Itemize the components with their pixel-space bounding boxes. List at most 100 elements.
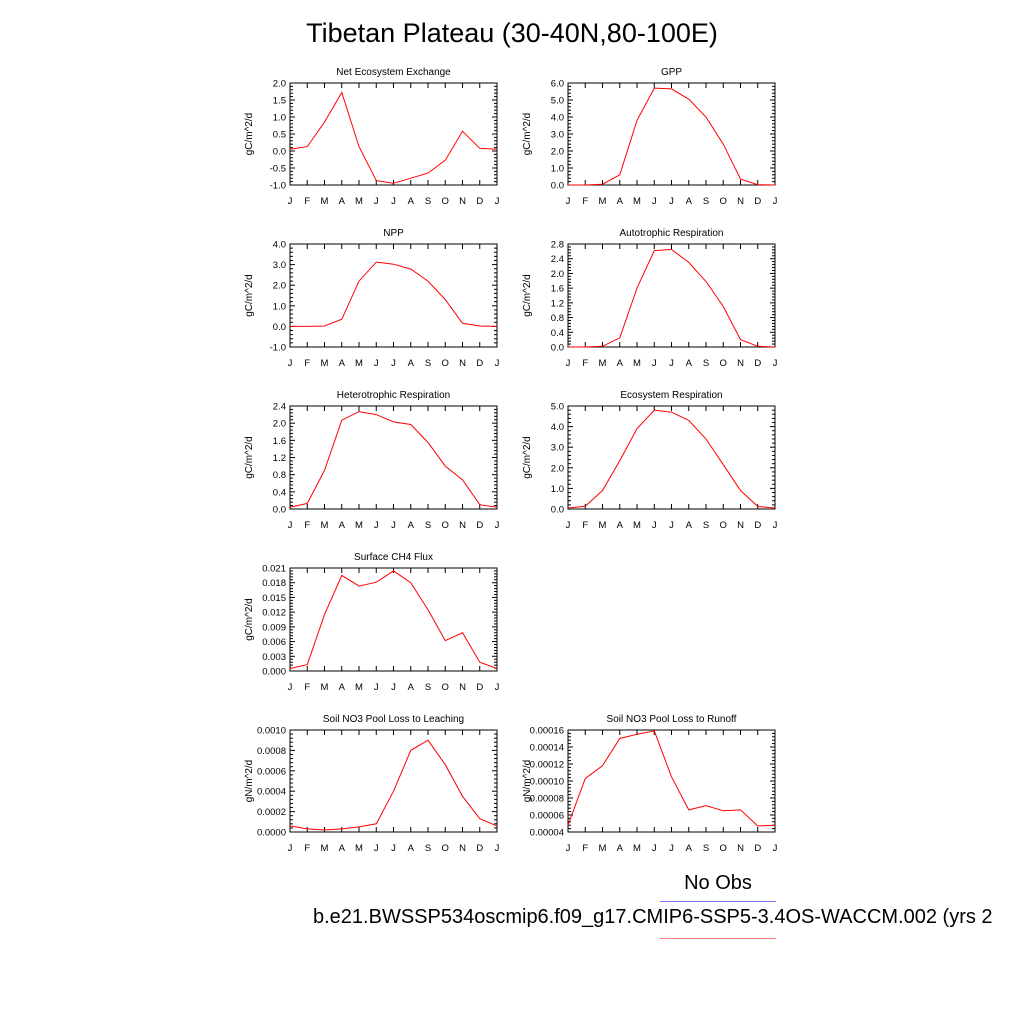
- x-tick-label: S: [425, 682, 431, 693]
- x-tick-label: O: [442, 682, 449, 693]
- y-tick-label: 4.0: [551, 422, 564, 433]
- x-tick-label: J: [652, 843, 657, 854]
- series-line: [289, 91, 498, 184]
- y-tick-label: 0.5: [273, 130, 286, 141]
- x-tick-label: J: [374, 196, 379, 207]
- panel-title: Ecosystem Respiration: [620, 390, 722, 401]
- y-tick-label: 1.5: [273, 96, 286, 107]
- y-tick-label: 1.6: [273, 436, 286, 447]
- x-tick-label: J: [495, 520, 500, 531]
- y-tick-label: 0.00014: [530, 743, 564, 754]
- x-tick-label: A: [339, 358, 346, 369]
- x-tick-label: A: [339, 196, 346, 207]
- x-tick-label: A: [408, 843, 415, 854]
- x-tick-label: N: [459, 196, 466, 207]
- x-tick-label: S: [703, 843, 709, 854]
- chart-panel-5: Ecosystem Respiration gC/m^2/d 0.0 1.0 2.0 3.…: [522, 390, 778, 531]
- x-tick-label: O: [442, 520, 449, 531]
- y-tick-label: 1.6: [551, 284, 564, 295]
- y-tick-label: 0.0: [273, 147, 286, 158]
- y-tick-label: 0.0: [551, 505, 564, 516]
- x-tick-label: A: [339, 682, 346, 693]
- y-tick-label: 2.8: [551, 240, 564, 251]
- x-tick-label: A: [686, 843, 693, 854]
- y-tick-label: -1.0: [270, 181, 286, 192]
- y-tick-label: 3.0: [551, 130, 564, 141]
- y-axis-label: gC/m^2/d: [522, 436, 533, 479]
- y-axis-label: gC/m^2/d: [522, 113, 533, 156]
- x-tick-label: F: [304, 196, 310, 207]
- x-tick-label: J: [669, 843, 674, 854]
- x-tick-label: A: [686, 358, 693, 369]
- y-axis-label: gC/m^2/d: [244, 598, 255, 641]
- y-tick-label: 0.012: [262, 608, 286, 619]
- y-tick-label: 4.0: [273, 240, 286, 251]
- x-tick-label: M: [633, 520, 641, 531]
- x-tick-label: J: [773, 358, 778, 369]
- x-tick-label: M: [321, 358, 329, 369]
- y-tick-label: 3.0: [273, 260, 286, 271]
- x-tick-label: J: [652, 358, 657, 369]
- panel-title: GPP: [661, 67, 682, 78]
- chart-panel-8: Soil NO3 Pool Loss to RunoffgN/m^2/d0.00…: [522, 714, 778, 854]
- series-line: [568, 248, 776, 348]
- plot-frame: [289, 567, 498, 672]
- x-tick-label: J: [652, 520, 657, 531]
- x-tick-label: F: [582, 843, 588, 854]
- x-tick-label: M: [599, 843, 607, 854]
- x-tick-label: J: [566, 196, 571, 207]
- y-tick-label: 0.009: [262, 622, 286, 633]
- y-tick-label: 5.0: [551, 96, 564, 107]
- y-tick-label: -0.5: [270, 164, 286, 175]
- plot-frame: [289, 243, 498, 348]
- series-line: [289, 411, 498, 508]
- x-tick-label: N: [737, 196, 744, 207]
- panel-title: Heterotrophic Respiration: [337, 390, 450, 401]
- x-tick-label: O: [720, 358, 727, 369]
- page-title: Tibetan Plateau (30-40N,80-100E): [306, 18, 718, 48]
- x-tick-label: O: [720, 520, 727, 531]
- x-tick-label: D: [476, 682, 483, 693]
- x-tick-label: M: [355, 843, 363, 854]
- x-tick-label: N: [737, 358, 744, 369]
- x-tick-label: J: [288, 196, 293, 207]
- x-tick-label: J: [288, 682, 293, 693]
- y-tick-label: 0.006: [262, 637, 286, 648]
- y-tick-label: 4.0: [551, 113, 564, 124]
- x-tick-label: A: [339, 520, 346, 531]
- chart-panel-7: Soil NO3 Pool Loss to LeachinggN/m^2/d0.…: [244, 714, 500, 854]
- x-tick-label: N: [459, 358, 466, 369]
- x-tick-label: A: [617, 358, 624, 369]
- series-line: [568, 87, 776, 186]
- x-tick-label: S: [703, 358, 709, 369]
- y-axis-label: gN/m^2/d: [522, 760, 533, 803]
- x-tick-label: J: [288, 520, 293, 531]
- series-line: [567, 409, 776, 509]
- x-tick-label: N: [459, 843, 466, 854]
- y-tick-label: 1.0: [551, 164, 564, 175]
- x-tick-label: J: [495, 682, 500, 693]
- x-tick-label: A: [617, 196, 624, 207]
- y-tick-label: 1.0: [273, 113, 286, 124]
- plot-frame: [289, 729, 498, 833]
- x-tick-label: J: [391, 682, 396, 693]
- x-tick-label: A: [408, 682, 415, 693]
- y-tick-label: 3.0: [551, 443, 564, 454]
- y-tick-label: 0.00010: [530, 777, 564, 788]
- x-tick-label: D: [754, 843, 761, 854]
- y-axis-label: gC/m^2/d: [244, 436, 255, 479]
- y-tick-label: 0.018: [262, 578, 286, 589]
- x-tick-label: J: [652, 196, 657, 207]
- series-line: [289, 739, 498, 831]
- y-tick-label: 0.0: [273, 505, 286, 516]
- x-tick-label: A: [617, 843, 624, 854]
- y-tick-label: 1.0: [551, 484, 564, 495]
- x-tick-label: F: [304, 843, 310, 854]
- x-tick-label: J: [288, 843, 293, 854]
- x-tick-label: J: [669, 196, 674, 207]
- y-tick-label: -1.0: [270, 343, 286, 354]
- x-tick-label: F: [304, 682, 310, 693]
- x-tick-label: M: [599, 520, 607, 531]
